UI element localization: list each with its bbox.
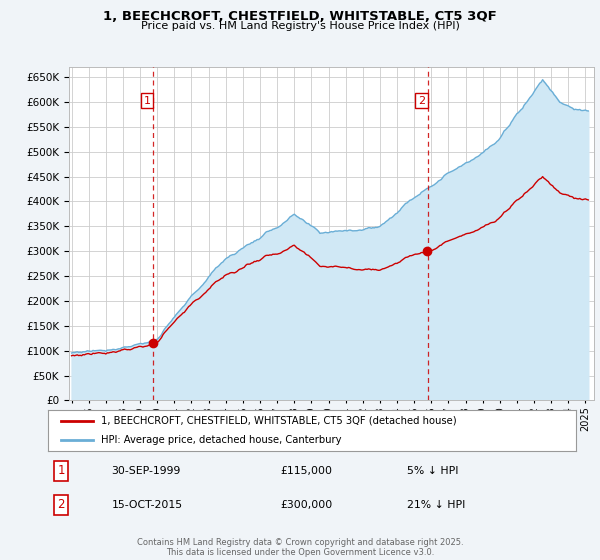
Text: 1, BEECHCROFT, CHESTFIELD, WHITSTABLE, CT5 3QF: 1, BEECHCROFT, CHESTFIELD, WHITSTABLE, C… — [103, 10, 497, 22]
Text: 1: 1 — [143, 96, 151, 105]
Text: 1, BEECHCROFT, CHESTFIELD, WHITSTABLE, CT5 3QF (detached house): 1, BEECHCROFT, CHESTFIELD, WHITSTABLE, C… — [101, 416, 457, 426]
Text: 21% ↓ HPI: 21% ↓ HPI — [407, 500, 466, 510]
Text: £115,000: £115,000 — [280, 466, 332, 476]
Text: 2: 2 — [418, 96, 425, 105]
Text: HPI: Average price, detached house, Canterbury: HPI: Average price, detached house, Cant… — [101, 435, 341, 445]
Text: 1: 1 — [58, 464, 65, 478]
Text: 5% ↓ HPI: 5% ↓ HPI — [407, 466, 458, 476]
Text: 30-SEP-1999: 30-SEP-1999 — [112, 466, 181, 476]
Text: £300,000: £300,000 — [280, 500, 332, 510]
Text: 2: 2 — [58, 498, 65, 511]
Text: Price paid vs. HM Land Registry's House Price Index (HPI): Price paid vs. HM Land Registry's House … — [140, 21, 460, 31]
Text: Contains HM Land Registry data © Crown copyright and database right 2025.
This d: Contains HM Land Registry data © Crown c… — [137, 538, 463, 557]
Text: 15-OCT-2015: 15-OCT-2015 — [112, 500, 182, 510]
